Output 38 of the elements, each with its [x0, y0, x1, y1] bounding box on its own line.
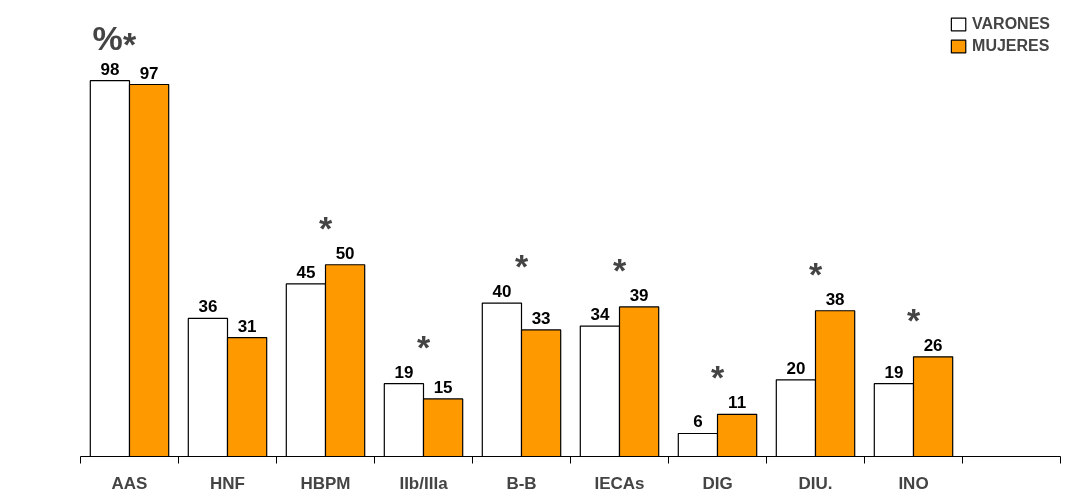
data-label: 31: [237, 316, 257, 336]
annotation: *: [122, 24, 137, 63]
data-label: 36: [198, 297, 218, 317]
data-label: 40: [492, 282, 512, 302]
data-label: 98: [100, 59, 120, 79]
data-label: 97: [139, 63, 159, 83]
annotation: *: [906, 300, 921, 339]
legend-label: VARONES: [972, 15, 1050, 33]
x-tick-label: INO: [898, 473, 929, 493]
annotation: *: [416, 327, 431, 366]
annotation: *: [710, 358, 725, 397]
x-tick-label: AAS: [111, 473, 148, 493]
data-label: 11: [728, 393, 747, 413]
data-label: 38: [825, 289, 845, 309]
x-tick-label: HNF: [210, 473, 245, 493]
data-label: 26: [923, 335, 943, 355]
data-label: 45: [296, 262, 316, 282]
x-tick-label: HBPM: [300, 473, 351, 493]
annotation: *: [612, 250, 627, 289]
data-label: 39: [629, 285, 649, 305]
x-tick-label: B-B: [506, 473, 537, 493]
y-axis-title: %: [92, 18, 123, 57]
data-label: 50: [335, 243, 355, 263]
x-tick-label: DIG: [702, 473, 733, 493]
data-label: 15: [433, 377, 453, 397]
data-label: 33: [531, 308, 551, 328]
data-label: 6: [693, 412, 703, 432]
x-tick-label: IECAs: [594, 473, 645, 493]
x-tick-label: IIb/IIIa: [399, 473, 449, 493]
x-tick-label: DIU.: [798, 473, 833, 493]
data-label: 34: [590, 305, 610, 325]
data-label: 20: [786, 358, 806, 378]
annotation: *: [808, 254, 823, 293]
annotation: *: [318, 208, 333, 247]
data-label: 19: [884, 362, 904, 382]
data-label: 19: [394, 362, 414, 382]
annotation: *: [514, 247, 529, 286]
legend-label: MUJERES: [972, 37, 1050, 55]
